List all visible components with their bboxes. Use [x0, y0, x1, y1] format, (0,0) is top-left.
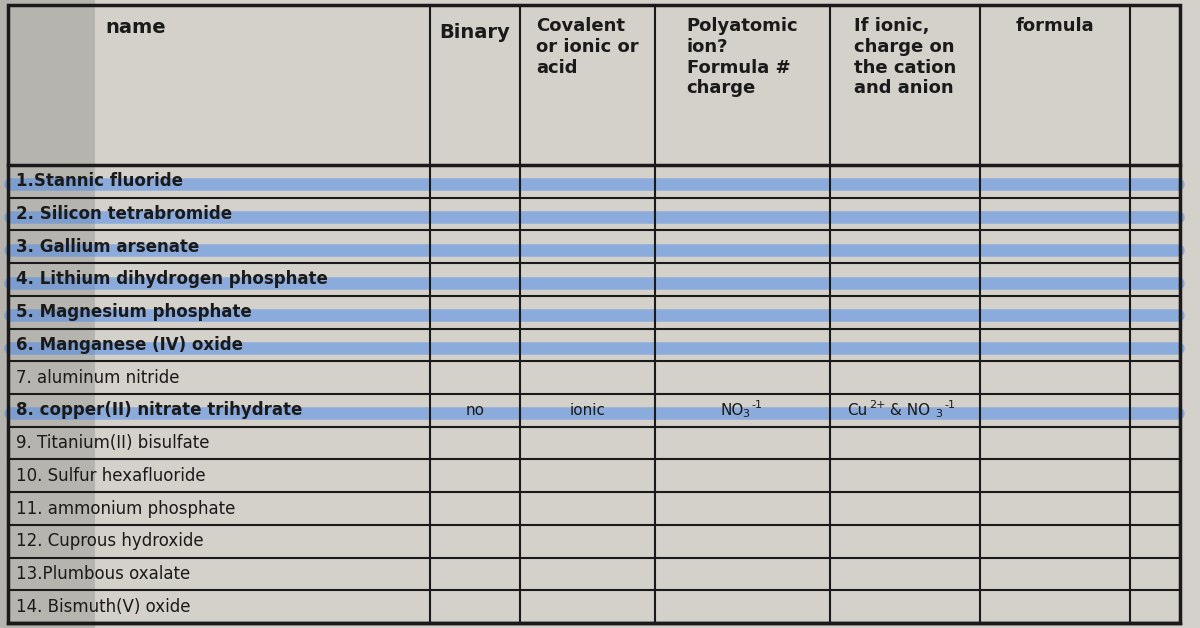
Text: If ionic,
charge on
the cation
and anion: If ionic, charge on the cation and anion — [854, 17, 956, 97]
Text: 12. Cuprous hydroxide: 12. Cuprous hydroxide — [16, 532, 204, 550]
Text: 14. Bismuth(V) oxide: 14. Bismuth(V) oxide — [16, 598, 191, 615]
Text: & NO: & NO — [886, 403, 930, 418]
Text: -1: -1 — [944, 401, 955, 410]
Text: 9. Titanium(II) bisulfate: 9. Titanium(II) bisulfate — [16, 434, 210, 452]
Text: 10. Sulfur hexafluoride: 10. Sulfur hexafluoride — [16, 467, 205, 485]
Text: NO: NO — [720, 403, 744, 418]
Text: 7. aluminum nitride: 7. aluminum nitride — [16, 369, 180, 387]
Text: 3: 3 — [743, 409, 750, 420]
Text: 2+: 2+ — [869, 401, 886, 410]
Text: 4. Lithium dihydrogen phosphate: 4. Lithium dihydrogen phosphate — [16, 271, 328, 288]
Text: 2. Silicon tetrabromide: 2. Silicon tetrabromide — [16, 205, 232, 223]
Text: 11. ammonium phosphate: 11. ammonium phosphate — [16, 499, 235, 517]
Text: Covalent
or ionic or
acid: Covalent or ionic or acid — [536, 17, 638, 77]
Text: ionic: ionic — [570, 403, 606, 418]
Text: 3. Gallium arsenate: 3. Gallium arsenate — [16, 238, 199, 256]
Text: Binary: Binary — [439, 23, 510, 42]
Text: formula: formula — [1015, 17, 1094, 35]
Text: no: no — [466, 403, 485, 418]
Text: 8. copper(II) nitrate trihydrate: 8. copper(II) nitrate trihydrate — [16, 401, 302, 420]
Text: 3: 3 — [935, 409, 942, 420]
Text: Cu: Cu — [847, 403, 868, 418]
Text: Polyatomic
ion?
Formula #
charge: Polyatomic ion? Formula # charge — [686, 17, 798, 97]
Text: 5. Magnesium phosphate: 5. Magnesium phosphate — [16, 303, 252, 321]
Bar — [0, 0, 95, 628]
Text: 13.Plumbous oxalate: 13.Plumbous oxalate — [16, 565, 191, 583]
Text: 1.Stannic fluoride: 1.Stannic fluoride — [16, 172, 182, 190]
Text: -1: -1 — [751, 401, 762, 410]
Text: name: name — [106, 18, 166, 37]
Text: 6. Manganese (IV) oxide: 6. Manganese (IV) oxide — [16, 336, 242, 354]
